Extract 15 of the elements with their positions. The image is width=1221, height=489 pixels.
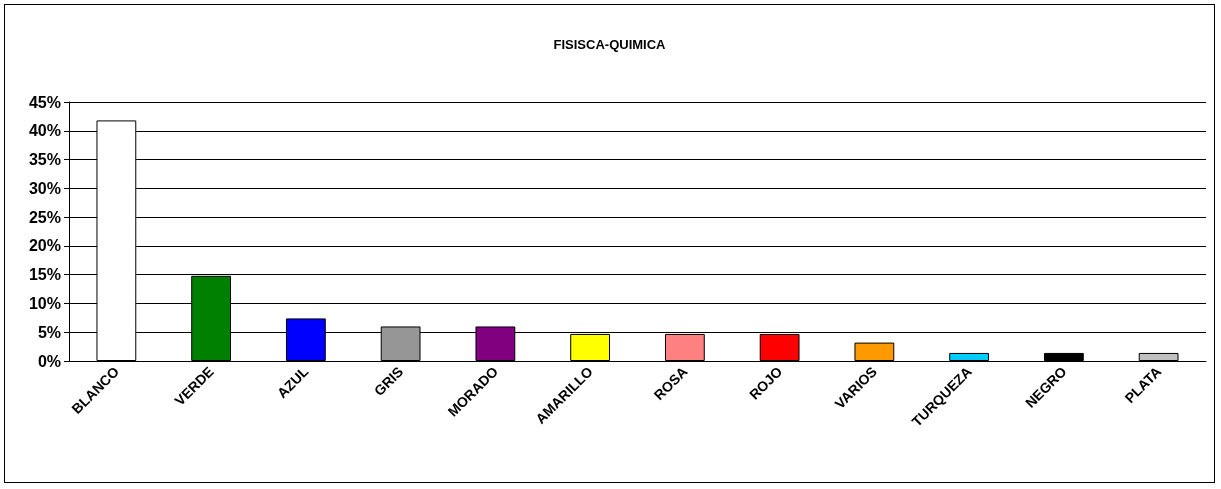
y-tick-label: 25%	[28, 208, 61, 226]
y-tick-label: 10%	[28, 294, 61, 312]
y-tick-label: 15%	[28, 266, 61, 284]
chart-title: FISISCA-QUIMICA	[553, 37, 667, 52]
y-tick-label: 0%	[37, 352, 61, 370]
bar	[854, 342, 895, 361]
y-tick-label: 35%	[28, 151, 61, 169]
y-tick-label: 45%	[28, 93, 61, 111]
y-tick-label: 20%	[28, 237, 61, 255]
bar	[949, 352, 990, 361]
y-tick-label: 30%	[28, 179, 61, 197]
y-tick-label: 40%	[28, 122, 61, 140]
y-tick-label: 5%	[37, 323, 61, 341]
bar	[1043, 352, 1084, 361]
bar	[1138, 352, 1179, 361]
